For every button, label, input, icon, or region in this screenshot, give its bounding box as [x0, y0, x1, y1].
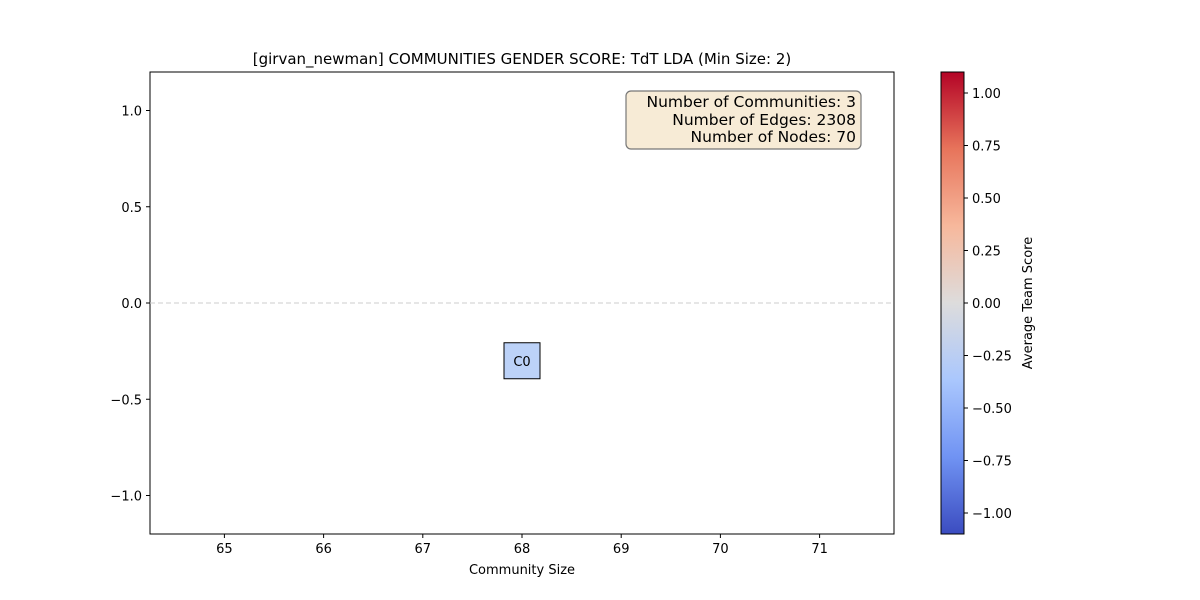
- y-tick-label: 1.0: [121, 105, 142, 120]
- x-tick-label: 67: [415, 542, 432, 557]
- colorbar-tick-label: −0.75: [972, 455, 1012, 470]
- colorbar-tick-label: −0.25: [972, 350, 1012, 365]
- data-points: C0: [503, 342, 541, 380]
- colorbar-tick-label: 1.00: [972, 87, 1001, 102]
- x-tick-label: 70: [712, 542, 729, 557]
- community-label: C0: [513, 355, 530, 370]
- x-axis-label: Community Size: [469, 563, 575, 578]
- x-tick-label: 69: [613, 542, 630, 557]
- colorbar-label: Average Team Score: [1021, 237, 1036, 369]
- colorbar-tick-label: 0.50: [972, 192, 1001, 207]
- colorbar-tick-label: −0.50: [972, 402, 1012, 417]
- community-marker: [503, 342, 541, 380]
- x-tick-label: 71: [811, 542, 828, 557]
- y-axis-ticks: 1.0 0.5 0.0 −0.5 −1.0: [110, 105, 150, 505]
- y-tick-label: 0.0: [121, 297, 142, 312]
- info-line-edges: Number of Edges: 2308: [672, 111, 856, 129]
- y-tick-label: −1.0: [110, 490, 142, 505]
- colorbar-tick-label: −1.00: [972, 507, 1012, 522]
- x-tick-label: 68: [514, 542, 531, 557]
- x-tick-label: 65: [216, 542, 233, 557]
- x-tick-label: 66: [315, 542, 332, 557]
- y-tick-label: 0.5: [121, 201, 142, 216]
- info-line-nodes: Number of Nodes: 70: [691, 128, 856, 146]
- info-box-background: [625, 90, 862, 150]
- colorbar-tick-label: 0.25: [972, 245, 1001, 260]
- info-box: Number of Communities: 3 Number of Edges…: [625, 90, 862, 150]
- info-line-communities: Number of Communities: 3: [646, 93, 856, 111]
- colorbar-ticks: 1.00 0.75 0.50 0.25 0.00 −0.25 −0.50 −0.75 −1.00: [964, 87, 1012, 522]
- x-axis-ticks: 65 66 67 68 69 70 71: [216, 534, 828, 557]
- colorbar-tick-label: 0.00: [972, 297, 1001, 312]
- chart-title: [girvan_newman] COMMUNITIES GENDER SCORE…: [253, 50, 791, 69]
- y-tick-label: −0.5: [110, 393, 142, 408]
- colorbar-tick-label: 0.75: [972, 140, 1001, 155]
- colorbar: [940, 71, 965, 535]
